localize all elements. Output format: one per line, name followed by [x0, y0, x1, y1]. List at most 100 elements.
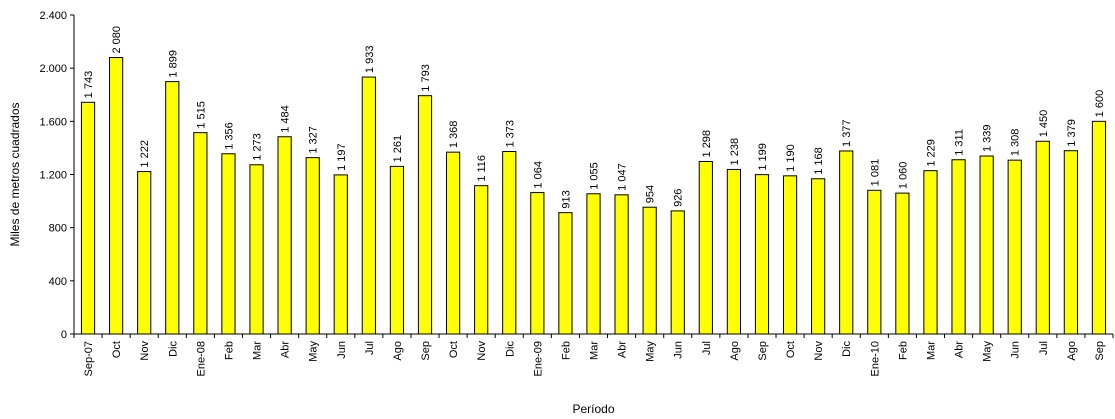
bar — [1035, 140, 1050, 335]
x-tick-label: May — [308, 341, 320, 362]
y-axis-title: Miles de metros cuadrados — [8, 102, 22, 246]
data-label: 1 379 — [1066, 119, 1078, 147]
bar — [249, 164, 264, 335]
data-labels: 1 743 2 080 1 222 1 899 1 515 1 356 1 273 1 484… — [83, 26, 1106, 209]
data-label: 1 356 — [223, 122, 235, 150]
x-tick-label: Dic — [504, 341, 516, 357]
bar — [726, 168, 742, 335]
data-label: 1 311 — [954, 129, 966, 156]
data-label: 1 199 — [757, 143, 769, 171]
bar — [417, 95, 433, 335]
x-tick-label: Nov — [476, 341, 488, 361]
data-label: 1 047 — [617, 163, 629, 191]
data-label: 1 197 — [336, 143, 348, 171]
x-tick-label: Ago — [729, 341, 741, 361]
bar — [277, 136, 292, 335]
x-tick-label: Sep — [757, 341, 769, 361]
bar — [305, 157, 320, 335]
x-tick-label: Sep — [420, 341, 432, 361]
bar — [333, 174, 348, 335]
x-tick-label: Jul — [701, 341, 713, 355]
bar — [80, 101, 96, 335]
data-label: 1 261 — [392, 135, 404, 163]
data-label: 913 — [560, 190, 572, 208]
y-tick-label: 0 — [61, 329, 67, 341]
x-tick-label: Ago — [392, 341, 404, 361]
bar — [698, 160, 713, 335]
data-label: 1 450 — [1038, 110, 1050, 138]
x-tick-label: Sep-07 — [83, 341, 95, 376]
x-tick-label: Mar — [925, 341, 937, 360]
x-tick-label: Nov — [139, 341, 151, 361]
x-axis-title: Período — [572, 402, 614, 416]
bar — [474, 185, 489, 335]
x-tick-label: Ene-08 — [195, 341, 207, 376]
x-tick-label: Oct — [785, 341, 797, 358]
x-tick-label: Feb — [223, 341, 235, 360]
x-tick-label: Feb — [560, 341, 572, 360]
x-tick-label: Sep — [1094, 341, 1106, 361]
data-label: 1 515 — [195, 101, 207, 129]
x-tick-label: May — [982, 341, 994, 362]
bar — [951, 159, 966, 335]
y-tick-label: 400 — [49, 276, 67, 288]
x-tick-label: Jul — [364, 341, 376, 355]
data-label: 1 308 — [1010, 129, 1022, 157]
data-label: 1 377 — [841, 119, 853, 147]
data-label: 1 484 — [280, 105, 292, 133]
bar — [109, 57, 124, 335]
data-label: 1 298 — [701, 130, 713, 158]
bar — [1091, 120, 1107, 335]
bar — [586, 193, 601, 335]
x-tick-label: May — [645, 341, 657, 362]
data-label: 1 238 — [729, 138, 741, 166]
bar — [782, 175, 798, 335]
data-label: 1 793 — [420, 64, 432, 92]
bar — [895, 192, 910, 335]
data-label: 1 339 — [982, 124, 994, 152]
x-tick-label: Ago — [1066, 341, 1078, 361]
x-tick-label: Oct — [448, 341, 460, 358]
x-tick-label: Jun — [1010, 341, 1022, 359]
x-tick-label: Mar — [252, 341, 264, 360]
data-label: 1 373 — [504, 120, 516, 148]
y-tick-label: 2.400 — [39, 10, 67, 22]
x-tick-label: Ene-09 — [532, 341, 544, 376]
data-label: 1 933 — [364, 46, 376, 74]
data-label: 2 080 — [111, 26, 123, 54]
x-tick-label: Jun — [336, 341, 348, 359]
data-label: 1 190 — [785, 144, 797, 172]
data-label: 1 229 — [925, 139, 937, 167]
x-tick-label: Mar — [589, 341, 601, 360]
x-tick-label: Jul — [1038, 341, 1050, 355]
bar — [530, 192, 545, 335]
x-tick-label: Dic — [841, 341, 853, 357]
bar — [137, 171, 152, 335]
y-tick-label: 1.200 — [39, 170, 67, 182]
bar — [165, 81, 180, 335]
bar — [361, 76, 376, 335]
bar — [811, 178, 826, 335]
bar — [839, 150, 854, 335]
data-label: 926 — [673, 189, 685, 207]
data-label: 1 327 — [308, 126, 320, 154]
x-tick-label: Abr — [617, 341, 629, 358]
bar — [754, 174, 770, 335]
data-label: 954 — [645, 185, 657, 203]
data-label: 1 116 — [476, 155, 488, 182]
data-label: 1 055 — [589, 162, 601, 190]
data-label: 1 899 — [167, 50, 179, 78]
bar — [445, 151, 461, 335]
data-label: 1 600 — [1094, 90, 1106, 118]
bar — [867, 189, 882, 335]
data-label: 1 743 — [83, 71, 95, 99]
bar — [558, 212, 573, 335]
y-axis-ticks: 0 400 800 1.200 1.600 2.000 2.400 — [39, 10, 74, 341]
bar — [1063, 150, 1078, 335]
x-tick-label: Nov — [813, 341, 825, 361]
bar — [670, 210, 685, 335]
bar — [221, 153, 236, 335]
bar — [389, 165, 405, 335]
data-label: 1 273 — [252, 133, 264, 161]
